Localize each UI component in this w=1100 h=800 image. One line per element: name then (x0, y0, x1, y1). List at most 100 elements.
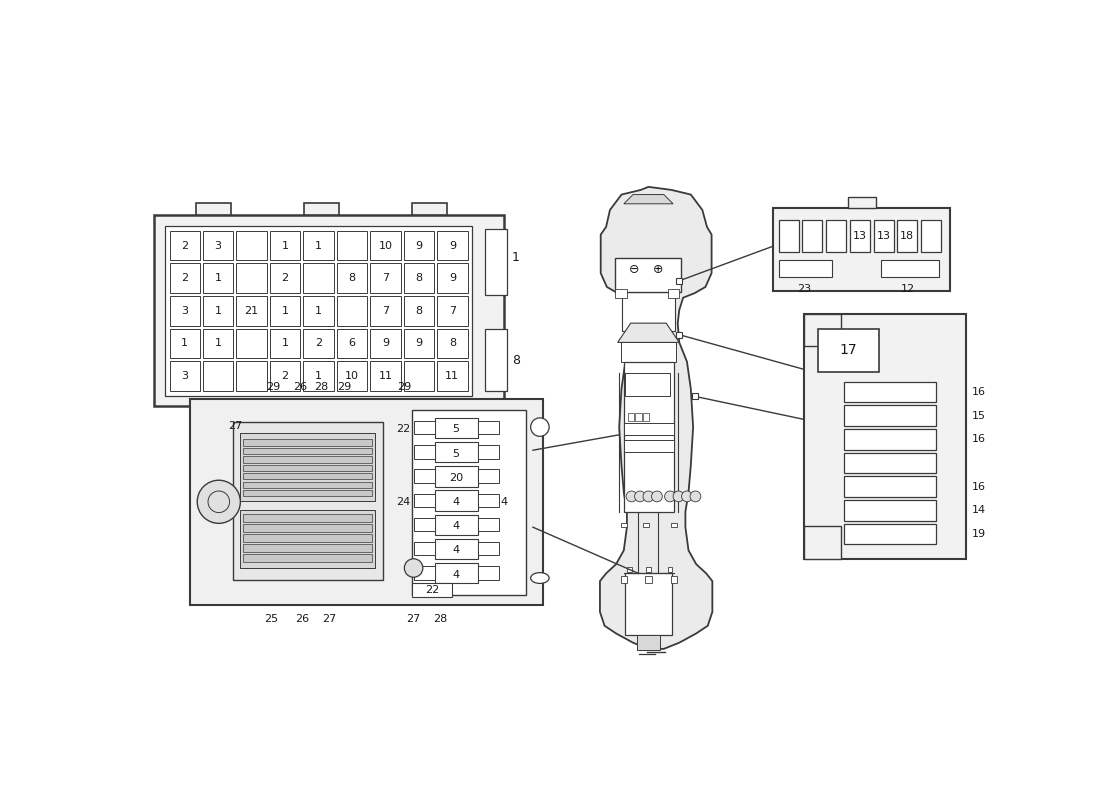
Bar (676, 332, 682, 338)
Bar (200, 406, 231, 417)
Bar (850, 220, 870, 252)
Text: 1: 1 (282, 306, 288, 316)
Bar (921, 220, 942, 252)
Bar (270, 230, 300, 260)
Text: 13: 13 (852, 231, 867, 241)
Bar (615, 258, 681, 292)
Text: 4: 4 (452, 497, 460, 507)
Bar (671, 577, 676, 582)
Text: 11: 11 (378, 371, 393, 381)
Bar (437, 263, 468, 293)
Bar (485, 330, 507, 391)
Bar (644, 414, 649, 421)
Bar (404, 362, 434, 391)
Text: 22: 22 (396, 425, 410, 434)
Text: 7: 7 (382, 306, 389, 316)
Circle shape (690, 491, 701, 502)
Bar (304, 230, 333, 260)
Bar (366, 406, 397, 417)
Text: 22: 22 (425, 586, 439, 595)
Circle shape (626, 491, 637, 502)
Bar (404, 230, 434, 260)
Bar (304, 296, 333, 326)
Bar (615, 289, 627, 298)
Text: 1: 1 (315, 371, 322, 381)
Bar (404, 296, 434, 326)
Bar (477, 470, 499, 482)
Bar (270, 362, 300, 391)
Text: 4: 4 (452, 546, 460, 555)
Bar (169, 230, 200, 260)
Text: 8: 8 (416, 273, 422, 283)
Bar (627, 567, 631, 572)
Bar (243, 465, 372, 471)
Text: 10: 10 (345, 371, 359, 381)
Text: 29: 29 (266, 382, 280, 393)
Bar (477, 518, 499, 531)
Circle shape (530, 418, 549, 436)
Bar (241, 434, 375, 501)
Bar (169, 362, 200, 391)
Bar (243, 482, 372, 488)
Bar (337, 296, 367, 326)
Text: 16: 16 (972, 434, 986, 444)
Bar (844, 406, 936, 426)
Bar (436, 442, 477, 462)
Bar (436, 466, 477, 486)
Bar (477, 445, 499, 458)
Bar (404, 329, 434, 358)
Text: 15: 15 (972, 410, 986, 421)
Text: 3: 3 (214, 241, 221, 250)
Text: 23: 23 (796, 284, 811, 294)
Bar (436, 490, 477, 511)
Bar (337, 329, 367, 358)
Bar (243, 524, 372, 532)
Bar (636, 414, 641, 421)
Text: 21: 21 (244, 306, 258, 316)
Text: 16: 16 (972, 387, 986, 397)
Circle shape (644, 491, 653, 502)
Text: 9: 9 (449, 273, 455, 283)
Bar (676, 278, 682, 284)
Text: 28: 28 (433, 614, 448, 624)
Bar (881, 260, 938, 277)
Text: 25: 25 (264, 614, 278, 624)
Circle shape (405, 558, 422, 578)
Bar (241, 510, 375, 568)
Bar (165, 226, 472, 395)
Bar (625, 574, 671, 635)
Text: 27: 27 (407, 614, 420, 624)
Text: 2: 2 (282, 273, 288, 283)
Bar (371, 362, 400, 391)
Bar (624, 440, 674, 452)
Bar (477, 566, 499, 579)
Bar (412, 583, 452, 598)
Text: 8: 8 (349, 273, 355, 283)
Polygon shape (600, 187, 713, 649)
Bar (204, 362, 233, 391)
Bar (646, 567, 651, 572)
Bar (393, 406, 416, 422)
Bar (436, 563, 477, 583)
Bar (668, 289, 680, 298)
Bar (414, 518, 436, 531)
Text: ⊕: ⊕ (652, 262, 663, 276)
Bar (844, 523, 936, 544)
Bar (337, 362, 367, 391)
Bar (236, 296, 267, 326)
Bar (404, 263, 434, 293)
Bar (337, 230, 367, 260)
Bar (477, 542, 499, 555)
Bar (371, 296, 400, 326)
Bar (624, 362, 674, 512)
Bar (802, 220, 823, 252)
Bar (243, 439, 372, 446)
Circle shape (197, 480, 241, 523)
Bar (204, 230, 233, 260)
Text: 29: 29 (397, 382, 411, 393)
Bar (236, 329, 267, 358)
Circle shape (673, 491, 684, 502)
Bar (204, 329, 233, 358)
Text: 5: 5 (452, 449, 460, 458)
Polygon shape (624, 194, 673, 204)
